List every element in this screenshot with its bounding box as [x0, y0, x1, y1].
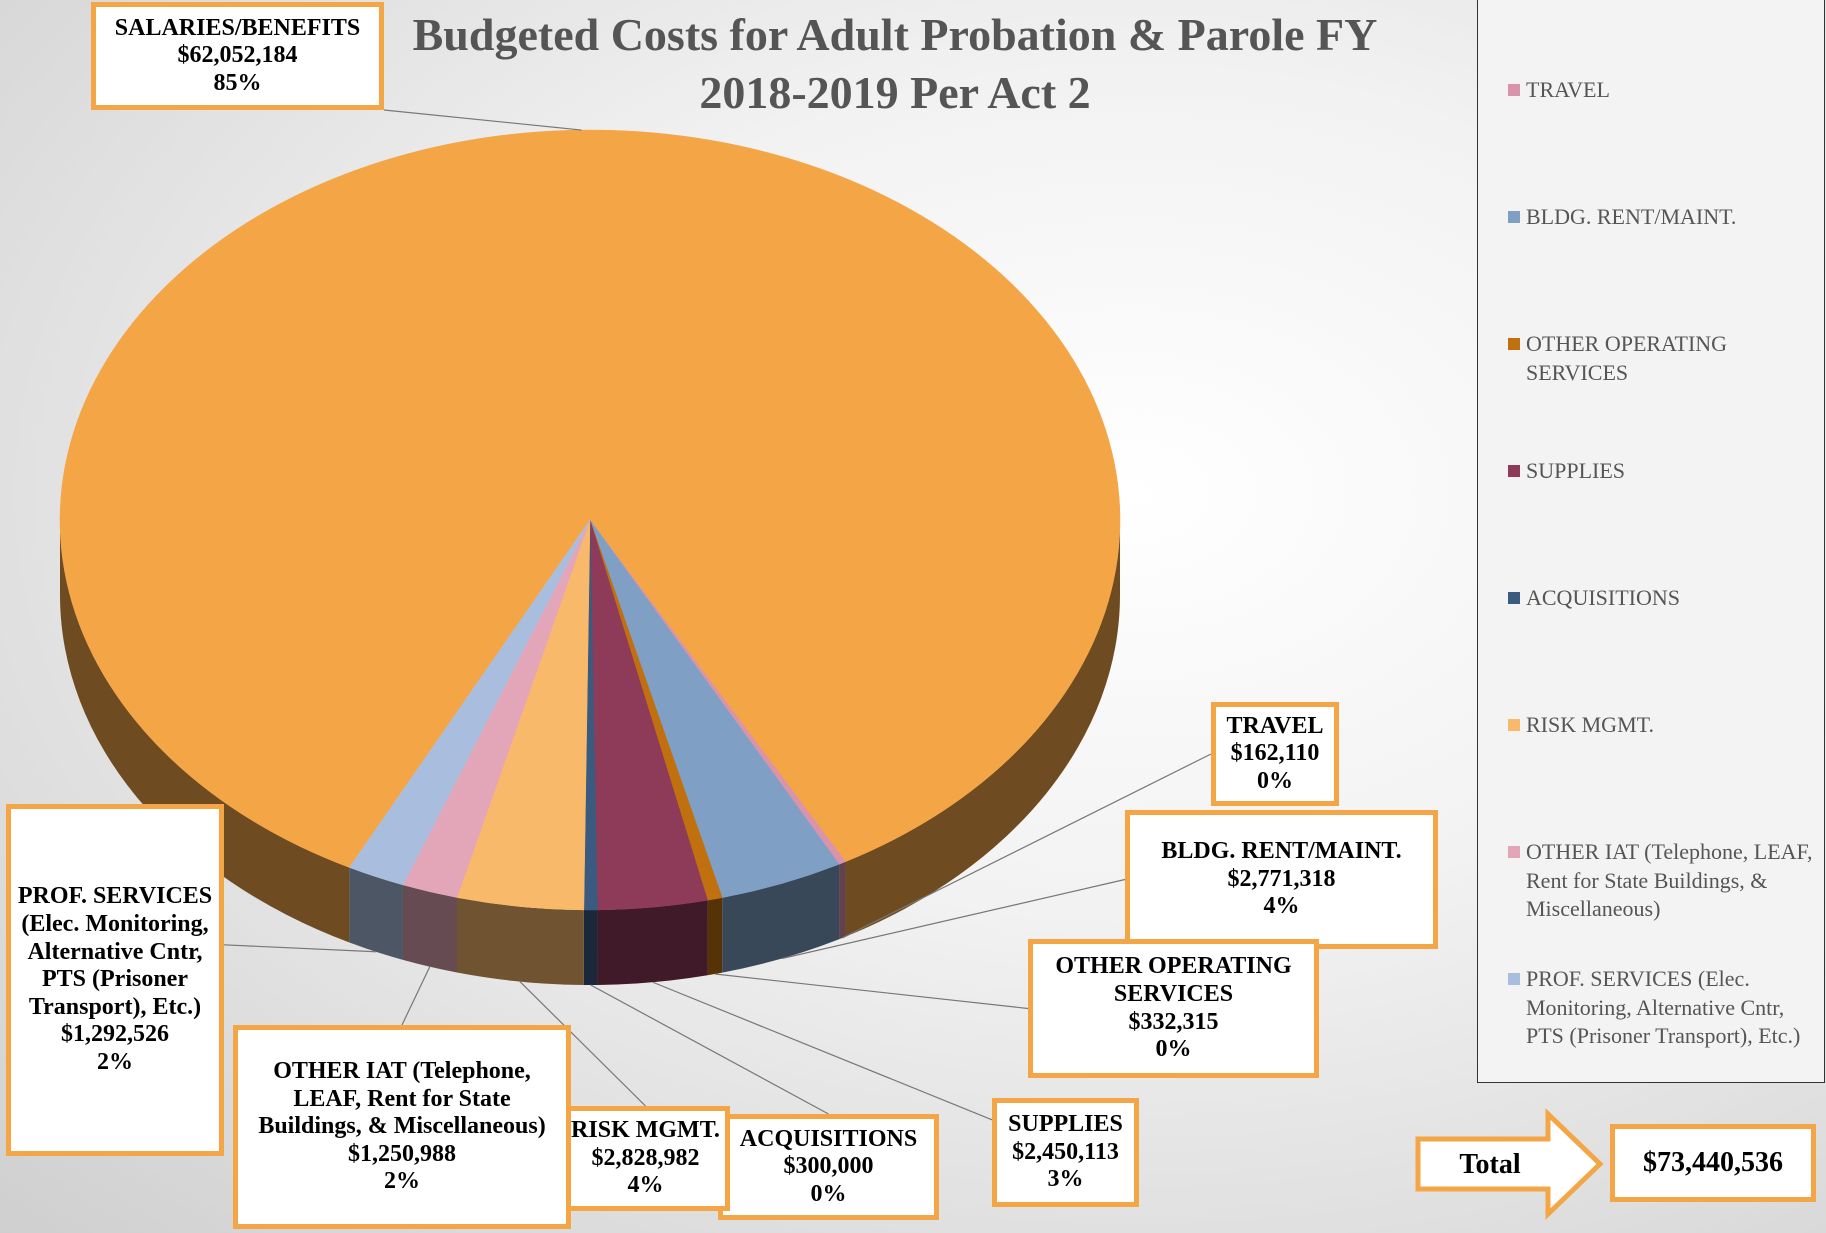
pie-side [839, 861, 846, 940]
leader-line [519, 981, 646, 1107]
data-label-box: TRAVEL $162,110 0% [1211, 702, 1339, 806]
pie-sides [60, 520, 1120, 986]
total-value: $73,440,536 [1610, 1124, 1816, 1202]
leader-line [383, 109, 582, 131]
legend-swatch [1508, 84, 1520, 96]
data-label-percent: 0% [810, 1180, 847, 1207]
pie-side [707, 897, 723, 976]
data-label-box: ACQUISITIONS $300,000 0% [718, 1114, 939, 1220]
legend-entry: BLDG. RENT/MAINT. [1508, 203, 1818, 232]
data-label-percent: 2% [97, 1048, 133, 1075]
data-label-percent: 85% [213, 69, 262, 96]
legend-label: OTHER OPERATING SERVICES [1526, 331, 1728, 385]
data-label-value: $62,052,184 [177, 42, 298, 69]
legend-entry: OTHER IAT (Telephone, LEAF, Rent for Sta… [1508, 838, 1818, 924]
data-label-percent: 0% [1155, 1036, 1192, 1063]
legend-swatch [1508, 719, 1520, 731]
data-label-percent: 2% [384, 1168, 420, 1195]
data-label-percent: 0% [1257, 767, 1293, 794]
pie-side [349, 867, 403, 960]
legend-swatch [1508, 592, 1520, 604]
data-label-name: RISK MGMT. [571, 1117, 720, 1144]
data-label-value: $2,771,318 [1227, 865, 1336, 892]
leader-line [842, 753, 1212, 939]
pie-slice [59, 129, 1121, 868]
data-label-value: $162,110 [1230, 740, 1320, 767]
legend-label: BLDG. RENT/MAINT. [1526, 204, 1737, 229]
leader-line [781, 878, 1126, 960]
total-label: Total [1459, 1149, 1521, 1180]
legend-label: TRAVEL [1526, 77, 1610, 102]
data-label-name: TRAVEL [1226, 712, 1324, 739]
data-label-value: $2,828,982 [591, 1144, 700, 1171]
data-label-name: SALARIES/BENEFITS [114, 14, 361, 41]
leader-line [652, 981, 993, 1121]
pie-slice [348, 519, 591, 886]
data-label-percent: 4% [627, 1172, 664, 1199]
data-label-box: RISK MGMT. $2,828,982 4% [561, 1106, 730, 1211]
legend-label: RISK MGMT. [1526, 712, 1654, 737]
data-label-box: OTHER OPERATING SERVICES $332,315 0% [1028, 939, 1319, 1078]
legend-label: ACQUISITIONS [1526, 585, 1680, 610]
data-label-value: $1,292,526 [61, 1021, 169, 1048]
data-label-name: OTHER OPERATING SERVICES [1055, 953, 1292, 1007]
data-label-name: OTHER IAT (Telephone, LEAF, Rent for Sta… [258, 1058, 546, 1140]
data-label-value: $2,450,113 [1012, 1138, 1119, 1165]
data-label-value: $300,000 [783, 1153, 874, 1180]
pie-tops [59, 129, 1121, 911]
legend-entry: SUPPLIES [1508, 457, 1818, 486]
data-label-name: PROF. SERVICES (Elec. Monitoring, Altern… [17, 883, 213, 1020]
leader-line [223, 944, 376, 953]
legend-swatch [1508, 846, 1520, 858]
data-label-value: $332,315 [1128, 1008, 1219, 1035]
data-label-box: PROF. SERVICES (Elec. Monitoring, Altern… [6, 804, 224, 1156]
data-label-value: $1,250,988 [348, 1140, 456, 1167]
pie-side [722, 864, 840, 973]
leader-line [714, 973, 1029, 1010]
data-label-box: SALARIES/BENEFITS $62,052,184 85% [91, 2, 384, 110]
chart-title: Budgeted Costs for Adult Probation & Par… [412, 9, 1378, 119]
pie-side [597, 900, 708, 985]
pie-side [457, 897, 584, 985]
legend-label: PROF. SERVICES (Elec. Monitoring, Altern… [1526, 966, 1801, 1049]
pie-side [583, 909, 598, 986]
pie-side [402, 884, 458, 973]
legend-swatch [1508, 465, 1520, 477]
data-label-box: SUPPLIES $2,450,113 3% [992, 1098, 1139, 1207]
data-label-box: OTHER IAT (Telephone, LEAF, Rent for Sta… [233, 1025, 571, 1229]
legend-label: SUPPLIES [1526, 458, 1626, 483]
data-label-percent: 4% [1263, 893, 1300, 920]
legend-entry: OTHER OPERATING SERVICES [1508, 330, 1818, 387]
data-label-name: BLDG. RENT/MAINT. [1161, 838, 1402, 865]
leader-line [401, 966, 431, 1026]
data-label-name: SUPPLIES [1008, 1111, 1123, 1138]
legend-swatch [1508, 211, 1520, 223]
legend-swatch [1508, 338, 1520, 350]
pie-side [845, 520, 1120, 937]
legend-entry: ACQUISITIONS [1508, 584, 1818, 613]
legend-swatch [1508, 973, 1520, 985]
legend-entry: RISK MGMT. [1508, 711, 1818, 740]
pie-side [60, 520, 350, 943]
legend: SALARIES/BENEFITSTRAVELBLDG. RENT/MAINT.… [1477, 0, 1825, 1083]
leader-line [590, 984, 829, 1115]
legend-entry: PROF. SERVICES (Elec. Monitoring, Altern… [1508, 965, 1818, 1051]
data-label-box: BLDG. RENT/MAINT. $2,771,318 4% [1125, 810, 1438, 949]
legend-entry: TRAVEL [1508, 76, 1818, 105]
legend-label: OTHER IAT (Telephone, LEAF, Rent for Sta… [1526, 839, 1813, 922]
data-label-percent: 3% [1047, 1166, 1084, 1193]
data-label-name: ACQUISITIONS [739, 1125, 918, 1152]
